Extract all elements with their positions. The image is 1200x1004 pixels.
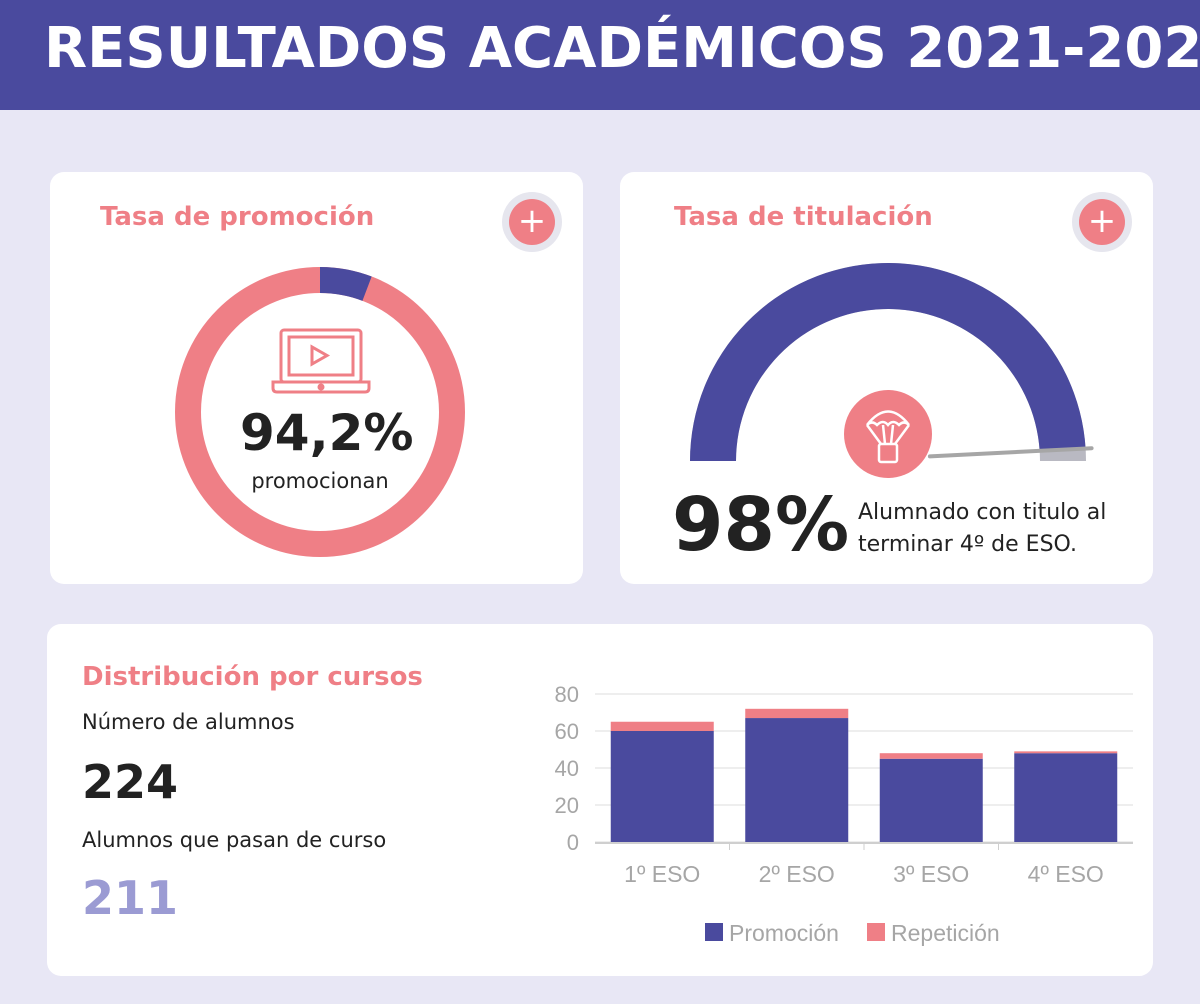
graduation-title: Tasa de titulación: [674, 202, 933, 232]
graduation-caption-line1: Alumnado con titulo al: [858, 500, 1107, 525]
plus-icon: +: [1079, 199, 1125, 245]
graduation-caption-line2: terminar 4º de ESO.: [858, 532, 1077, 557]
bar-promoción: [745, 718, 849, 842]
promotion-value: 94,2%: [240, 404, 414, 462]
x-tick-label: 3º ESO: [893, 861, 969, 887]
promotion-card: Tasa de promoción + 94,2% promocionan: [50, 172, 583, 584]
legend-swatch: [867, 923, 885, 941]
promotion-caption: promocionan: [251, 469, 389, 493]
bar-repetición: [1014, 751, 1118, 754]
bar-repetición: [610, 721, 714, 731]
bar-promoción: [879, 758, 983, 842]
students-value: 224: [82, 755, 179, 809]
bar-promoción: [610, 731, 714, 842]
graduation-value: 98%: [672, 482, 850, 568]
donut-repeat-segment: [319, 267, 372, 301]
legend-swatch: [705, 923, 723, 941]
bar-repetición: [745, 708, 849, 719]
y-tick-label: 0: [567, 830, 579, 855]
y-tick-label: 20: [555, 793, 579, 818]
distribution-card: Distribución por cursos Número de alumno…: [47, 624, 1153, 976]
gauge-needle: [927, 446, 1094, 459]
bar-repetición: [879, 753, 983, 759]
x-tick-label: 2º ESO: [759, 861, 835, 887]
promotion-title: Tasa de promoción: [100, 202, 375, 232]
y-tick-label: 40: [555, 756, 579, 781]
passing-label: Alumnos que pasan de curso: [82, 828, 387, 852]
laptop-play-icon: [271, 328, 371, 394]
legend-label: Promoción: [729, 920, 839, 946]
graduation-card: Tasa de titulación + 98% Alumnado con ti…: [620, 172, 1153, 584]
y-tick-label: 60: [555, 719, 579, 744]
promotion-donut: [175, 267, 465, 557]
parachute-icon: [865, 410, 911, 464]
x-tick-label: 4º ESO: [1028, 861, 1104, 887]
students-label: Número de alumnos: [82, 710, 295, 734]
x-tick-label: 1º ESO: [624, 861, 700, 887]
distribution-title: Distribución por cursos: [82, 662, 423, 692]
header-bar: RESULTADOS ACADÉMICOS 2021-2022: [0, 0, 1200, 110]
graduation-expand-button[interactable]: +: [1072, 192, 1132, 252]
legend-label: Repetición: [891, 920, 1000, 946]
graduation-gauge: [690, 263, 1094, 478]
passing-value: 211: [82, 871, 179, 925]
bar-promoción: [1014, 753, 1118, 842]
promotion-expand-button[interactable]: +: [502, 192, 562, 252]
course-bar-chart: 0 20 40 60 80 1º ESO 2º ESO 3º ESO 4º ESO Promoci…: [555, 682, 1133, 946]
y-tick-label: 80: [555, 682, 579, 707]
plus-icon: +: [509, 199, 555, 245]
page-title: RESULTADOS ACADÉMICOS 2021-2022: [44, 16, 1200, 81]
